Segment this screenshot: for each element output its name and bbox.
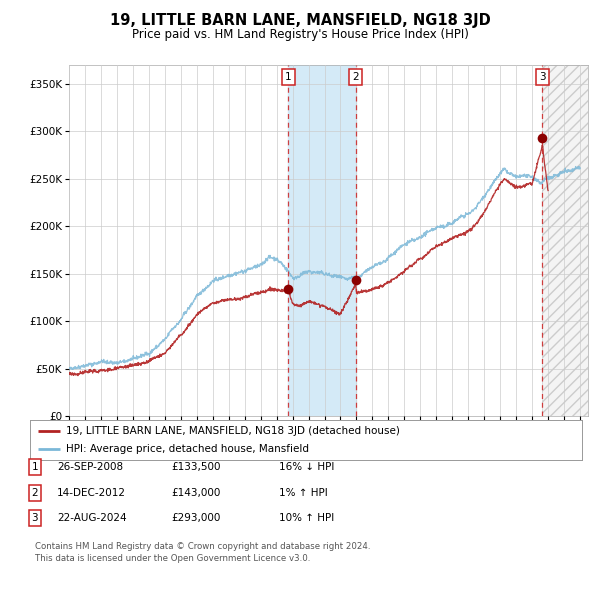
Text: £143,000: £143,000: [171, 488, 220, 497]
Bar: [542, 65, 588, 416]
Text: Price paid vs. HM Land Registry's House Price Index (HPI): Price paid vs. HM Land Registry's House …: [131, 28, 469, 41]
Text: 14-DEC-2012: 14-DEC-2012: [57, 488, 126, 497]
Text: 22-AUG-2024: 22-AUG-2024: [57, 513, 127, 523]
Text: 3: 3: [539, 72, 546, 82]
Bar: [289, 65, 356, 416]
Text: 1% ↑ HPI: 1% ↑ HPI: [279, 488, 328, 497]
Text: 10% ↑ HPI: 10% ↑ HPI: [279, 513, 334, 523]
Text: 1: 1: [31, 463, 38, 472]
Text: 2: 2: [31, 488, 38, 497]
Text: 19, LITTLE BARN LANE, MANSFIELD, NG18 3JD (detached house): 19, LITTLE BARN LANE, MANSFIELD, NG18 3J…: [66, 427, 400, 437]
Text: £133,500: £133,500: [171, 463, 221, 472]
Text: Contains HM Land Registry data © Crown copyright and database right 2024.
This d: Contains HM Land Registry data © Crown c…: [35, 542, 370, 563]
Text: 3: 3: [31, 513, 38, 523]
Text: 16% ↓ HPI: 16% ↓ HPI: [279, 463, 334, 472]
Text: 1: 1: [285, 72, 292, 82]
Text: £293,000: £293,000: [171, 513, 220, 523]
Text: 19, LITTLE BARN LANE, MANSFIELD, NG18 3JD: 19, LITTLE BARN LANE, MANSFIELD, NG18 3J…: [110, 13, 490, 28]
Text: 26-SEP-2008: 26-SEP-2008: [57, 463, 123, 472]
Text: HPI: Average price, detached house, Mansfield: HPI: Average price, detached house, Mans…: [66, 444, 309, 454]
Text: 2: 2: [352, 72, 359, 82]
